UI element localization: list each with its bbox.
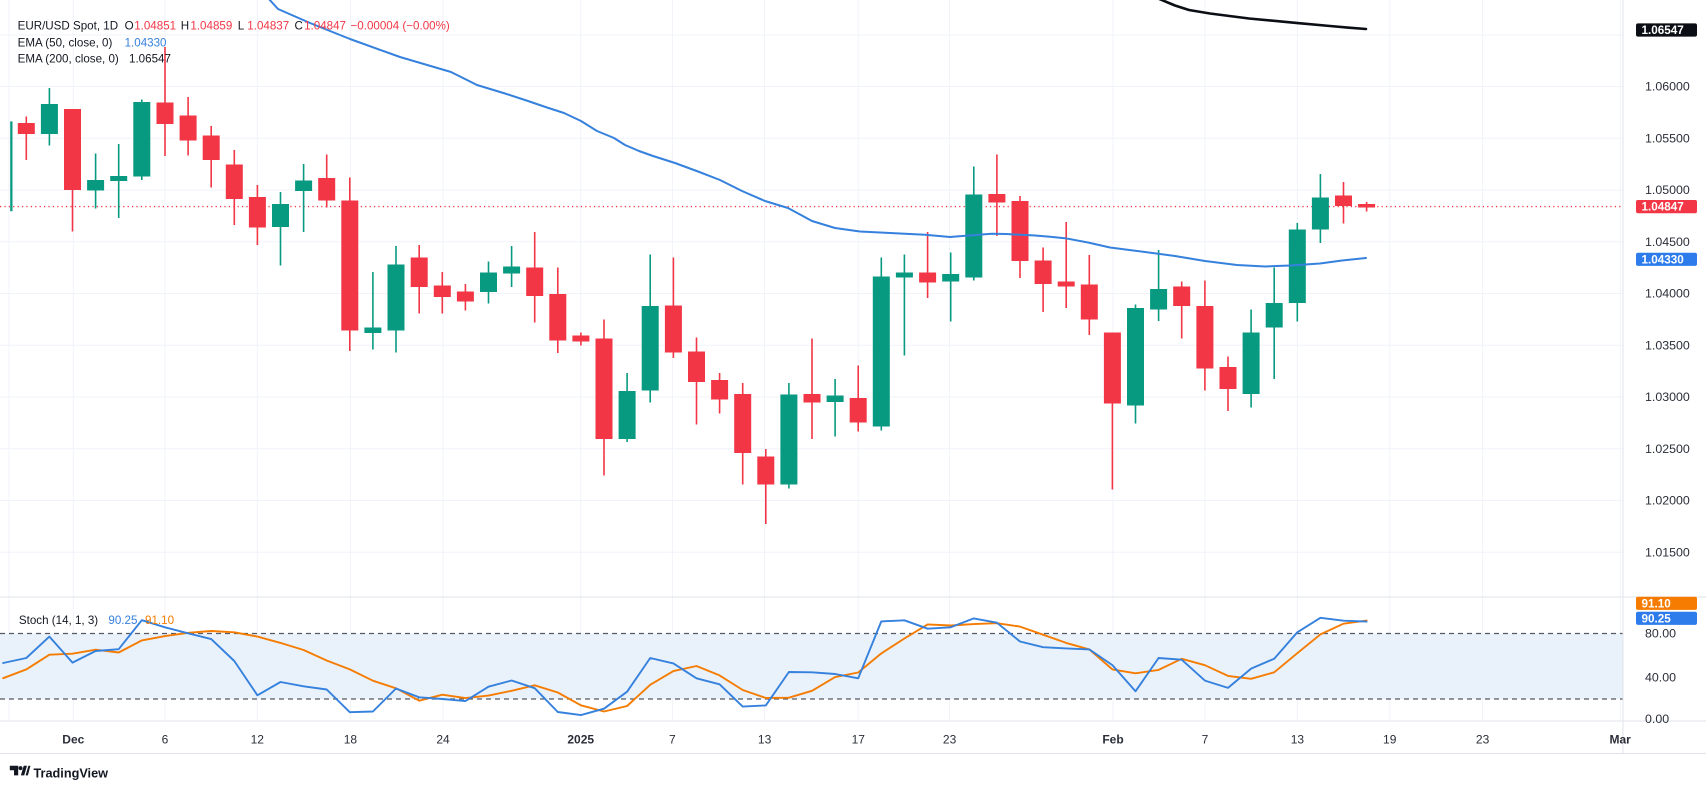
svg-text:2025: 2025 — [567, 733, 594, 747]
svg-text:0.00: 0.00 — [1645, 712, 1669, 726]
svg-text:18: 18 — [344, 733, 358, 747]
svg-text:EUR/USD Spot, 1D: EUR/USD Spot, 1D — [18, 20, 119, 33]
svg-text:1.06547: 1.06547 — [1642, 24, 1684, 37]
svg-text:91.10: 91.10 — [1642, 597, 1672, 610]
svg-text:90.25: 90.25 — [1642, 612, 1672, 625]
svg-text:1.04847: 1.04847 — [1642, 201, 1684, 214]
svg-text:80.00: 80.00 — [1645, 627, 1676, 641]
svg-text:1.03000: 1.03000 — [1645, 390, 1690, 404]
svg-text:24: 24 — [436, 733, 450, 747]
svg-text:19: 19 — [1383, 733, 1397, 747]
svg-text:1.04000: 1.04000 — [1645, 287, 1690, 301]
svg-text:1.04330: 1.04330 — [1642, 253, 1685, 266]
svg-text:L: L — [238, 20, 245, 33]
svg-text:EMA (200, close, 0): EMA (200, close, 0) — [18, 53, 119, 66]
svg-text:1.04837: 1.04837 — [247, 20, 289, 33]
svg-text:1.04500: 1.04500 — [1645, 235, 1690, 249]
svg-text:Feb: Feb — [1102, 733, 1123, 747]
svg-text:1.06547: 1.06547 — [129, 53, 171, 66]
svg-text:6: 6 — [162, 733, 169, 747]
svg-text:Dec: Dec — [62, 733, 84, 747]
svg-text:91.10: 91.10 — [145, 614, 174, 627]
svg-text:Stoch (14, 1, 3): Stoch (14, 1, 3) — [19, 614, 98, 627]
svg-text:1.04859: 1.04859 — [190, 20, 232, 33]
svg-text:40.00: 40.00 — [1645, 671, 1676, 685]
svg-text:1.01500: 1.01500 — [1645, 546, 1690, 560]
svg-text:1.04847: 1.04847 — [304, 20, 346, 33]
svg-text:TradingView: TradingView — [34, 767, 109, 781]
svg-text:23: 23 — [1476, 733, 1490, 747]
svg-text:H: H — [181, 20, 189, 33]
svg-text:13: 13 — [758, 733, 772, 747]
svg-text:−0.00004 (−0.00%): −0.00004 (−0.00%) — [351, 20, 450, 33]
svg-text:1.02000: 1.02000 — [1645, 494, 1690, 508]
svg-text:1.06000: 1.06000 — [1645, 80, 1690, 94]
svg-text:1.05000: 1.05000 — [1645, 183, 1690, 197]
svg-text:O: O — [125, 20, 134, 33]
svg-text:12: 12 — [251, 733, 265, 747]
svg-text:7: 7 — [1202, 733, 1209, 747]
svg-text:7: 7 — [669, 733, 676, 747]
svg-text:EMA (50, close, 0): EMA (50, close, 0) — [18, 37, 113, 50]
svg-text:1.02500: 1.02500 — [1645, 442, 1690, 456]
svg-text:Mar: Mar — [1610, 733, 1632, 747]
svg-text:1.05500: 1.05500 — [1645, 131, 1690, 145]
svg-text:23: 23 — [943, 733, 957, 747]
svg-text:90.25: 90.25 — [108, 614, 137, 627]
svg-text:1.03500: 1.03500 — [1645, 339, 1690, 353]
svg-text:13: 13 — [1291, 733, 1305, 747]
svg-text:C: C — [295, 20, 303, 33]
svg-text:1.04330: 1.04330 — [125, 37, 167, 50]
svg-text:1.04851: 1.04851 — [134, 20, 176, 33]
svg-text:17: 17 — [852, 733, 866, 747]
